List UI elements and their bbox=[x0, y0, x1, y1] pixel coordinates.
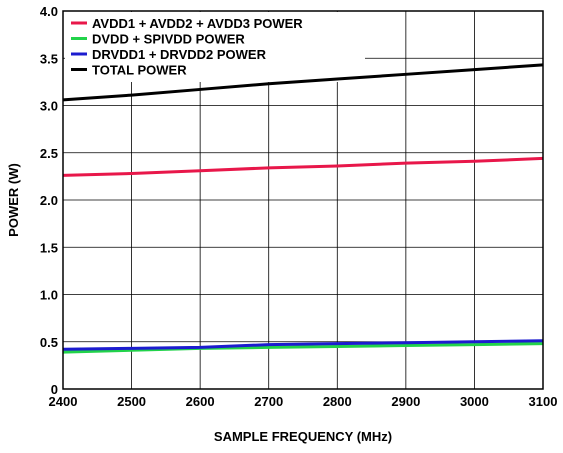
y-tick-label: 2.5 bbox=[40, 146, 58, 161]
x-tick-label: 3000 bbox=[460, 394, 489, 409]
x-tick-label: 2800 bbox=[323, 394, 352, 409]
series-line bbox=[62, 339, 544, 351]
y-axis-title: POWER (W) bbox=[6, 163, 21, 237]
tick-labels: 2400 2500 2600 2700 2800 2900 3000 3100 0 0.5 1.0 1… bbox=[40, 4, 558, 409]
plot-frame bbox=[62, 10, 544, 390]
legend-label: DVDD + SPIVDD POWER bbox=[92, 32, 245, 47]
x-tick-label: 2700 bbox=[254, 394, 283, 409]
series-line bbox=[62, 63, 544, 102]
x-tick-label: 3100 bbox=[529, 394, 558, 409]
x-axis-title: SAMPLE FREQUENCY (MHz) bbox=[214, 429, 392, 444]
series-line bbox=[62, 156, 544, 177]
series-layer bbox=[62, 63, 544, 354]
y-tick-label: 0 bbox=[51, 382, 58, 397]
x-tick-label: 2400 bbox=[49, 394, 78, 409]
grid-layer bbox=[63, 11, 543, 389]
legend-label: TOTAL POWER bbox=[92, 63, 187, 78]
x-tick-label: 2600 bbox=[186, 394, 215, 409]
x-tick-label: 2500 bbox=[117, 394, 146, 409]
y-tick-label: 2.0 bbox=[40, 193, 58, 208]
legend-label: DRVDD1 + DRVDD2 POWER bbox=[92, 47, 267, 62]
y-tick-label: 0.5 bbox=[40, 335, 58, 350]
y-tick-label: 3.0 bbox=[40, 99, 58, 114]
legend-label: AVDD1 + AVDD2 + AVDD3 POWER bbox=[92, 16, 303, 31]
x-tick-label: 2900 bbox=[391, 394, 420, 409]
y-tick-label: 1.0 bbox=[40, 288, 58, 303]
legend-background bbox=[65, 12, 365, 82]
y-tick-label: 3.5 bbox=[40, 51, 58, 66]
y-tick-label: 1.5 bbox=[40, 240, 58, 255]
series-line bbox=[62, 342, 544, 354]
y-tick-label: 4.0 bbox=[40, 4, 58, 19]
